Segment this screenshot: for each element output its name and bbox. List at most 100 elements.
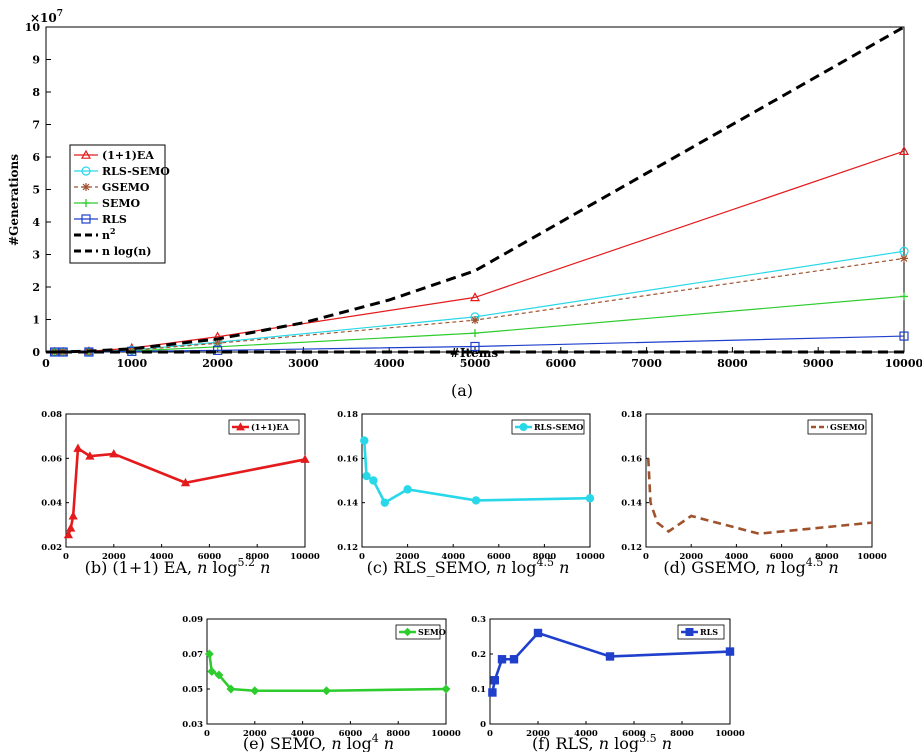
subplot-data-point [585, 494, 595, 503]
subplot-x-tick-label: 6000 [770, 552, 794, 562]
main-legend-label: RLS-SEMO [102, 165, 170, 178]
subplot-x-tick-label: 8000 [670, 729, 694, 739]
main-data-point [471, 316, 479, 325]
subplot-data-point [441, 684, 451, 694]
subplot-data-point [214, 670, 224, 680]
subplot-x-tick-label: 0 [359, 552, 365, 562]
subplot-caption: (d) GSEMO, n log4.5 n [663, 556, 838, 577]
main-x-tick-label: 4000 [374, 357, 405, 370]
subplot-y-tick-label: 0.16 [337, 454, 358, 464]
subplot-y-tick-label: 0.14 [621, 499, 642, 509]
subplot-data-point [66, 523, 76, 532]
subplot-legend-marker [685, 627, 694, 636]
subplot-data-point [380, 498, 389, 507]
main-x-tick-label: 7000 [631, 357, 662, 370]
subplot-data-point [68, 511, 78, 520]
subplot-data-point [509, 655, 519, 664]
subplot-x-tick-label: 4000 [150, 552, 174, 562]
subplot-data-point [369, 476, 378, 485]
subplot-x-tick-label: 0 [63, 552, 69, 562]
subplot-data-point [109, 449, 119, 458]
subplot-x-tick-label: 2000 [243, 729, 267, 739]
subplot-legend-label: GSEMO [830, 422, 865, 432]
main-x-tick-label: 5000 [460, 357, 491, 370]
subplot-x-tick-label: 4000 [725, 552, 749, 562]
subplot-data-point [360, 436, 369, 445]
subplot-y-tick-label: 0.12 [337, 543, 358, 553]
main-data-point [898, 145, 910, 155]
subplot-data-point [725, 647, 735, 656]
main-plot-frame [45, 26, 905, 353]
subplot-y-tick-label: 0.03 [182, 720, 203, 730]
subplot-legend [511, 419, 585, 435]
main-series-line [54, 250, 905, 353]
main-legend-marker [82, 183, 90, 191]
subplot-data-point [533, 628, 543, 638]
subplot-x-tick-label: 0 [204, 729, 210, 739]
subplot-legend-marker [519, 423, 528, 432]
main-y-tick-label: 3 [32, 249, 40, 262]
subplot-y-tick-label: 0.07 [182, 650, 203, 660]
subplot-data-point [497, 655, 507, 664]
subplot-legend-label: SEMO [418, 627, 446, 637]
main-y-tick-label: 0 [32, 346, 40, 359]
subplot-y-tick-label: 0.04 [41, 499, 62, 509]
subplot-y-tick-label: 0.14 [337, 499, 358, 509]
subplot-y-tick-label: 0.3 [471, 615, 486, 625]
subplot-x-tick-label: 10000 [857, 552, 887, 562]
main-x-tick-label: 2000 [202, 357, 233, 370]
subplot-data-point [73, 443, 83, 452]
subplot-x-tick-label: 6000 [339, 729, 363, 739]
main-y-tick-label: 1 [32, 314, 40, 327]
main-x-tick-label: 8000 [717, 357, 748, 370]
subplot-x-tick-label: 0 [487, 729, 493, 739]
subplot-legend-marker [236, 422, 245, 431]
main-x-axis-label: #Items [450, 346, 499, 360]
main-series-line [54, 257, 905, 353]
main-x-tick-label: 0 [42, 357, 50, 370]
subplot-y-tick-label: 0.16 [621, 454, 642, 464]
subplot-y-tick-label: 0.2 [471, 650, 486, 660]
main-y-axis-label: #Generations [7, 154, 21, 246]
main-data-point [900, 254, 908, 263]
main-y-tick-label: 4 [32, 216, 40, 229]
main-legend-marker [81, 166, 91, 176]
subplot-x-tick-label: 8000 [386, 729, 410, 739]
subplot-y-tick-label: 0.18 [621, 410, 642, 420]
subplot-x-tick-label: 8000 [533, 552, 557, 562]
subplot-y-tick-label: 0.12 [621, 543, 642, 553]
subplot-caption: (f) RLS, n log3.5 n [532, 732, 672, 752]
main-x-tick-label: 9000 [803, 357, 834, 370]
subplot-x-tick-label: 4000 [574, 729, 598, 739]
subplot-data-point [180, 477, 191, 487]
main-legend-label: GSEMO [102, 181, 150, 194]
subplot-legend-label: (1+1)EA [251, 422, 290, 432]
subplot-data-point [488, 688, 497, 697]
subplot-legend-label: RLS-SEMO [534, 422, 583, 432]
main-y-tick-label: 7 [32, 119, 40, 132]
subplot-frame [489, 618, 731, 725]
subplot-y-tick-label: 0.09 [182, 615, 203, 625]
subplot-data-point [362, 471, 371, 481]
subplot-frame [206, 618, 447, 725]
main-legend-marker [82, 199, 90, 207]
main-data-point [471, 329, 479, 338]
main-data-point [469, 292, 481, 302]
main-y-tick-label: 10 [25, 21, 41, 34]
subplot-frame [361, 413, 591, 548]
main-legend-label: SEMO [102, 197, 141, 210]
subplot-data-point [300, 454, 310, 463]
subplot-x-tick-label: 4000 [441, 552, 465, 562]
subplot-data-point [204, 649, 214, 659]
subplot-x-tick-label: 8000 [815, 552, 839, 562]
subplot-frame [645, 413, 873, 548]
subplot-frame [65, 413, 306, 548]
subplot-y-tick-label: 0 [480, 720, 486, 730]
main-y-tick-label: 6 [32, 151, 40, 164]
subplot-y-tick-label: 0.02 [41, 543, 62, 553]
main-y-tick-label: 9 [32, 54, 40, 67]
subplot-legend-label: RLS [700, 627, 718, 637]
subplot-data-point [490, 676, 500, 685]
main-legend-marker [81, 214, 91, 224]
